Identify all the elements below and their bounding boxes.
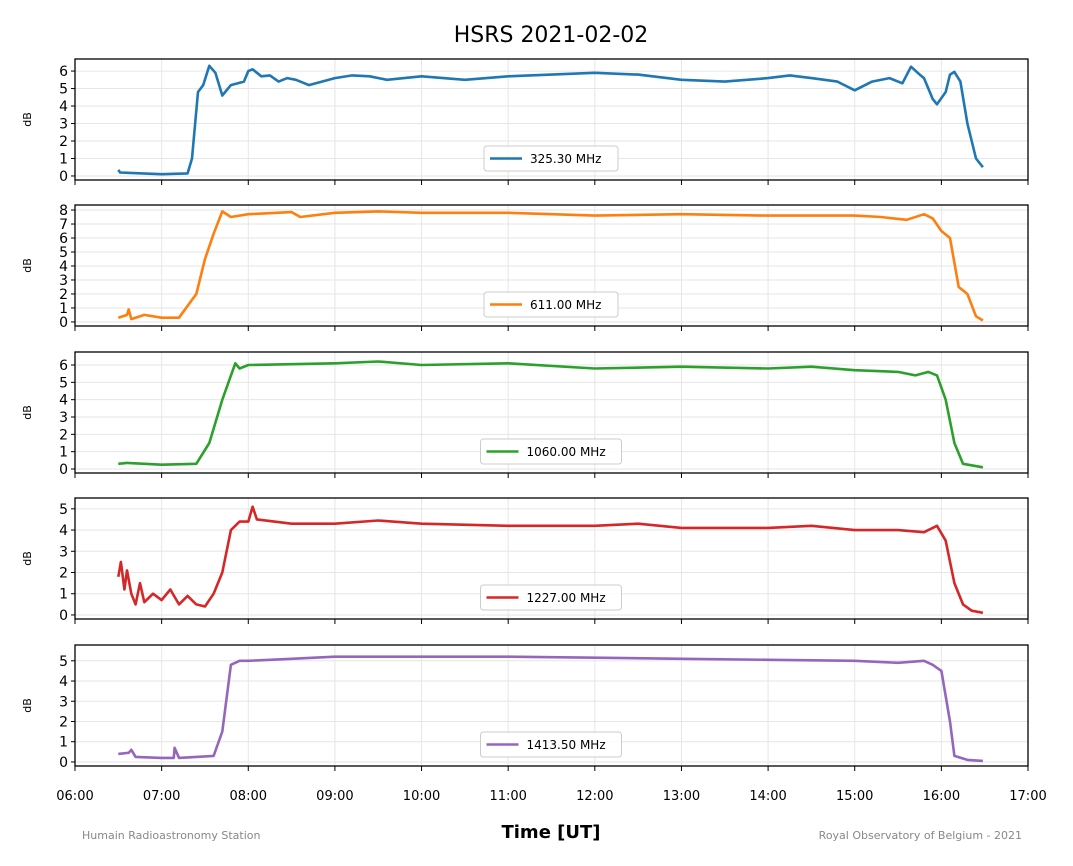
y-tick-label: 3: [59, 273, 68, 289]
panel-4: 0 1 2 3 4 5 06:00 07:00 08:00 09:00 10:00 11:00 12:0…: [21, 644, 1047, 804]
y-axis-label: dB: [21, 258, 34, 273]
panel-0: 0 123 45 6 dB 325.30 MHz: [21, 58, 1029, 185]
y-tick-label: 5: [59, 375, 68, 391]
y-tick-label: 4: [59, 523, 68, 539]
footer-right: Royal Observatory of Belgium - 2021: [819, 829, 1022, 842]
y-tick-label: 2: [59, 287, 68, 303]
footer-left: Humain Radioastronomy Station: [82, 829, 260, 842]
y-tick-label: 6: [59, 64, 68, 80]
legend-label: 1227.00 MHz: [527, 591, 606, 605]
series-line-1: [117, 210, 984, 322]
legend-box: [480, 731, 622, 758]
axes-frame: [74, 644, 1029, 767]
y-tick-label: 1: [59, 735, 68, 751]
chart-title: HSRS 2021-02-02: [454, 23, 649, 48]
legend-box: [480, 438, 622, 465]
x-tick-label: 13:00: [663, 789, 700, 804]
y-tick-label: 2: [59, 566, 68, 582]
y-tick-label: 3: [59, 117, 68, 133]
x-tick-label: 14:00: [749, 789, 786, 804]
y-tick-label: 5: [59, 654, 68, 670]
x-tick-label: 10:00: [403, 789, 440, 804]
y-tick-label: 8: [59, 203, 68, 219]
y-tick-label: 6: [59, 358, 68, 374]
legend-label: 325.30 MHz: [530, 152, 601, 166]
x-axis-label: Time [UT]: [501, 822, 600, 843]
y-tick-label: 1: [59, 445, 68, 461]
series-line-0: [117, 64, 984, 176]
y-tick-label: 2: [59, 714, 68, 730]
y-tick-label: 1: [59, 587, 68, 603]
panel-2: 01 234 56 dB 1060.00 MHz: [21, 351, 1029, 478]
y-tick-label: 7: [59, 217, 68, 233]
y-tick-label: 5: [59, 502, 68, 518]
x-tick-label: 06:00: [56, 789, 93, 804]
x-tick-label: 09:00: [316, 789, 353, 804]
y-tick-label: 3: [59, 544, 68, 560]
y-tick-label: 0: [59, 755, 68, 771]
legend-box: [480, 584, 622, 611]
y-tick-label: 4: [59, 99, 68, 115]
y-tick-label: 0: [59, 608, 68, 624]
y-axis-label: dB: [21, 698, 34, 713]
y-tick-label: 5: [59, 82, 68, 98]
axes-frame: [74, 351, 1029, 474]
y-tick-label: 0: [59, 462, 68, 478]
y-tick-label: 4: [59, 393, 68, 409]
y-tick-label: 4: [59, 259, 68, 275]
y-axis-label: dB: [21, 405, 34, 420]
y-tick-label: 4: [59, 674, 68, 690]
series-line-2: [118, 360, 984, 469]
legend-label: 1413.50 MHz: [527, 738, 606, 752]
y-tick-label: 1: [59, 301, 68, 317]
x-tick-label: 16:00: [923, 789, 960, 804]
x-tick-label: 17:00: [1009, 789, 1046, 804]
y-axis-label: dB: [21, 112, 34, 127]
series-line-3: [117, 505, 984, 615]
y-tick-label: 6: [59, 231, 68, 247]
x-tick-label: 15:00: [836, 789, 873, 804]
x-tick-label: 07:00: [143, 789, 180, 804]
axes-frame: [74, 58, 1029, 181]
y-tick-label: 2: [59, 134, 68, 150]
x-tick-label: 11:00: [489, 789, 526, 804]
legend-label: 1060.00 MHz: [527, 445, 606, 459]
y-tick-label: 0: [59, 315, 68, 331]
x-tick-label: 12:00: [576, 789, 613, 804]
y-tick-label: 2: [59, 427, 68, 443]
y-tick-label: 5: [59, 245, 68, 261]
y-axis-label: dB: [21, 551, 34, 566]
legend-label: 611.00 MHz: [530, 298, 601, 312]
x-tick-label: 08:00: [230, 789, 267, 804]
series-line-4: [118, 655, 983, 763]
y-tick-label: 3: [59, 694, 68, 710]
legend-box: [483, 145, 619, 172]
y-tick-label: 1: [59, 151, 68, 167]
y-tick-label: 3: [59, 410, 68, 426]
axes-frame: [74, 497, 1029, 620]
y-tick-label: 0: [59, 169, 68, 185]
panel-3: 0 1 2 3 4 5 dB 1227.00 MHz: [21, 497, 1029, 624]
legend-box: [483, 291, 619, 318]
